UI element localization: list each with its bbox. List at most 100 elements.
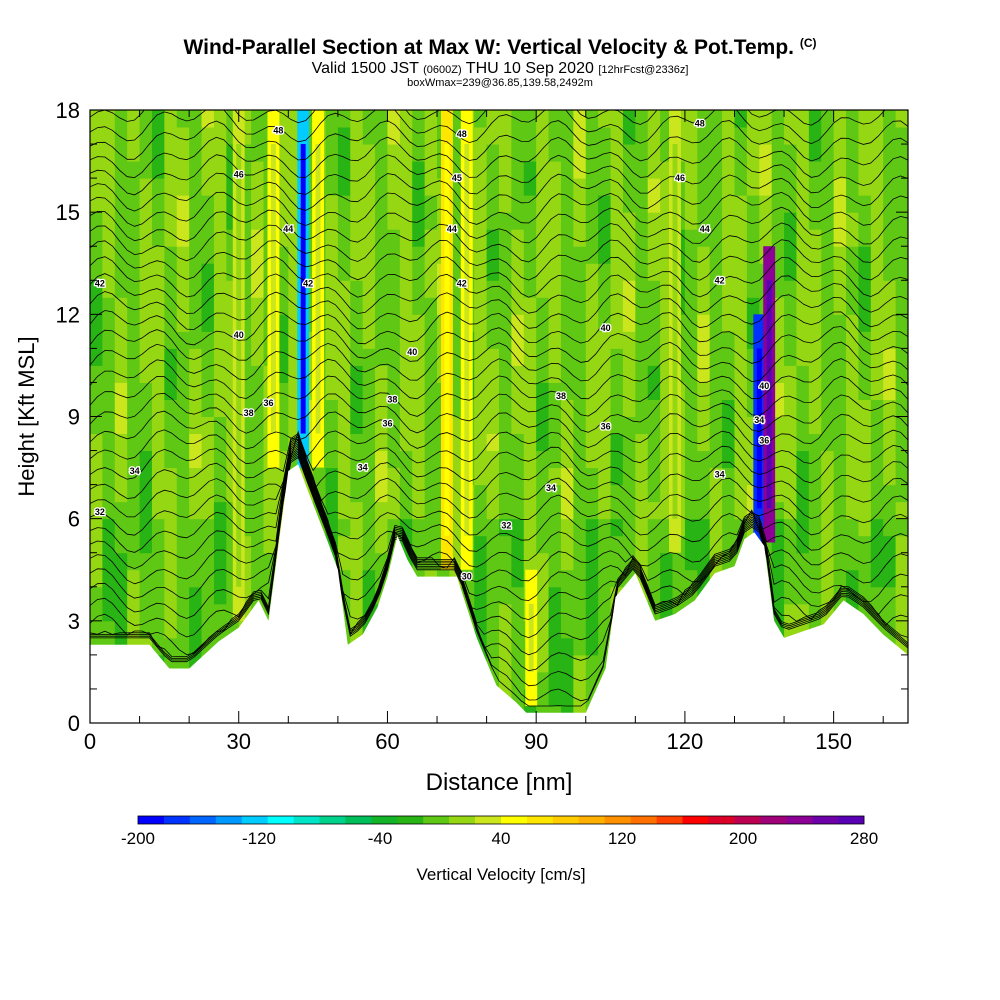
- w-cell: [251, 450, 265, 469]
- w-cell: [536, 603, 550, 622]
- w-cell: [486, 535, 500, 554]
- w-cell: [523, 484, 537, 503]
- w-cell: [883, 348, 897, 366]
- w-cell: [709, 297, 723, 315]
- w-cell: [474, 161, 488, 179]
- colorbar-swatch: [630, 816, 657, 824]
- w-cell: [870, 586, 884, 605]
- w-cell: [325, 229, 339, 247]
- w-cell: [684, 416, 698, 435]
- w-cell: [412, 178, 426, 196]
- w-cell: [548, 229, 562, 247]
- w-cell: [375, 195, 388, 213]
- w-cell: [523, 110, 537, 128]
- w-cell: [548, 212, 562, 230]
- w-cell: [598, 467, 612, 486]
- w-cell: [375, 246, 388, 264]
- w-cell: [647, 382, 661, 400]
- w-cell: [523, 161, 537, 179]
- w-cell: [684, 501, 698, 520]
- w-cell: [164, 518, 178, 537]
- w-cell: [858, 450, 872, 469]
- w-cell: [647, 569, 661, 588]
- w-cell: [189, 178, 203, 196]
- theta-label: 34: [358, 463, 368, 473]
- w-cell: [598, 110, 612, 128]
- w-cell: [486, 348, 500, 366]
- w-column-core: [236, 144, 242, 587]
- theta-label: 42: [457, 279, 467, 289]
- w-cell: [709, 127, 723, 145]
- w-cell: [895, 603, 908, 622]
- w-cell: [821, 178, 835, 196]
- w-cell: [722, 246, 735, 264]
- w-cell: [337, 416, 351, 435]
- w-cell: [560, 195, 574, 213]
- w-cell: [511, 314, 525, 332]
- w-cell: [424, 127, 438, 145]
- w-cell: [734, 263, 748, 281]
- w-cell: [536, 433, 550, 452]
- w-cell: [560, 688, 574, 707]
- w-cell: [883, 501, 897, 520]
- w-cell: [622, 484, 636, 503]
- w-cell: [523, 518, 537, 537]
- w-cell: [114, 484, 128, 503]
- w-cell: [176, 263, 190, 281]
- w-cell: [499, 552, 512, 571]
- w-cell: [424, 110, 438, 128]
- w-cell: [610, 399, 624, 417]
- w-cell: [796, 382, 810, 400]
- w-cell: [114, 297, 128, 315]
- w-cell: [821, 195, 835, 213]
- w-cell: [697, 348, 711, 366]
- w-cell: [610, 110, 624, 128]
- w-cell: [771, 110, 785, 128]
- theta-contour: [90, 443, 908, 585]
- w-cell: [870, 110, 884, 128]
- w-cell: [734, 229, 748, 247]
- w-cell: [598, 620, 612, 639]
- w-cell: [585, 637, 599, 656]
- w-cell: [114, 450, 128, 469]
- w-cell: [883, 297, 897, 315]
- w-cell: [598, 331, 612, 349]
- w-cell: [114, 501, 128, 520]
- w-cell: [870, 263, 884, 281]
- w-cell: [511, 654, 525, 673]
- w-cell: [127, 467, 141, 486]
- w-cell: [560, 280, 574, 298]
- w-cell: [102, 195, 116, 213]
- w-cell: [90, 450, 103, 469]
- w-cell: [796, 450, 810, 469]
- w-cell: [536, 263, 550, 281]
- w-cell: [697, 518, 711, 537]
- w-cell: [139, 365, 153, 383]
- w-cell: [548, 501, 562, 520]
- w-cell: [523, 399, 537, 417]
- w-cell: [536, 127, 550, 145]
- w-cell: [585, 297, 599, 315]
- w-cell: [375, 399, 388, 417]
- w-cell: [201, 229, 215, 247]
- w-cell: [424, 467, 438, 486]
- w-cell: [560, 450, 574, 469]
- theta-label: 48: [695, 119, 705, 129]
- w-cell: [313, 467, 326, 486]
- theta-contour: [90, 191, 908, 227]
- w-cell: [697, 331, 711, 349]
- w-cell: [523, 280, 537, 298]
- w-cell: [486, 144, 500, 162]
- w-cell: [821, 331, 835, 349]
- w-cell: [573, 433, 587, 452]
- w-cell: [151, 552, 165, 571]
- w-cell: [610, 467, 624, 486]
- w-cell: [808, 399, 822, 417]
- w-cell: [622, 212, 636, 230]
- y-tick-label: 3: [68, 609, 80, 634]
- w-cell: [610, 552, 624, 571]
- w-cell: [127, 382, 141, 400]
- w-cell: [846, 212, 859, 230]
- w-cell: [337, 212, 351, 230]
- w-cell: [833, 127, 847, 145]
